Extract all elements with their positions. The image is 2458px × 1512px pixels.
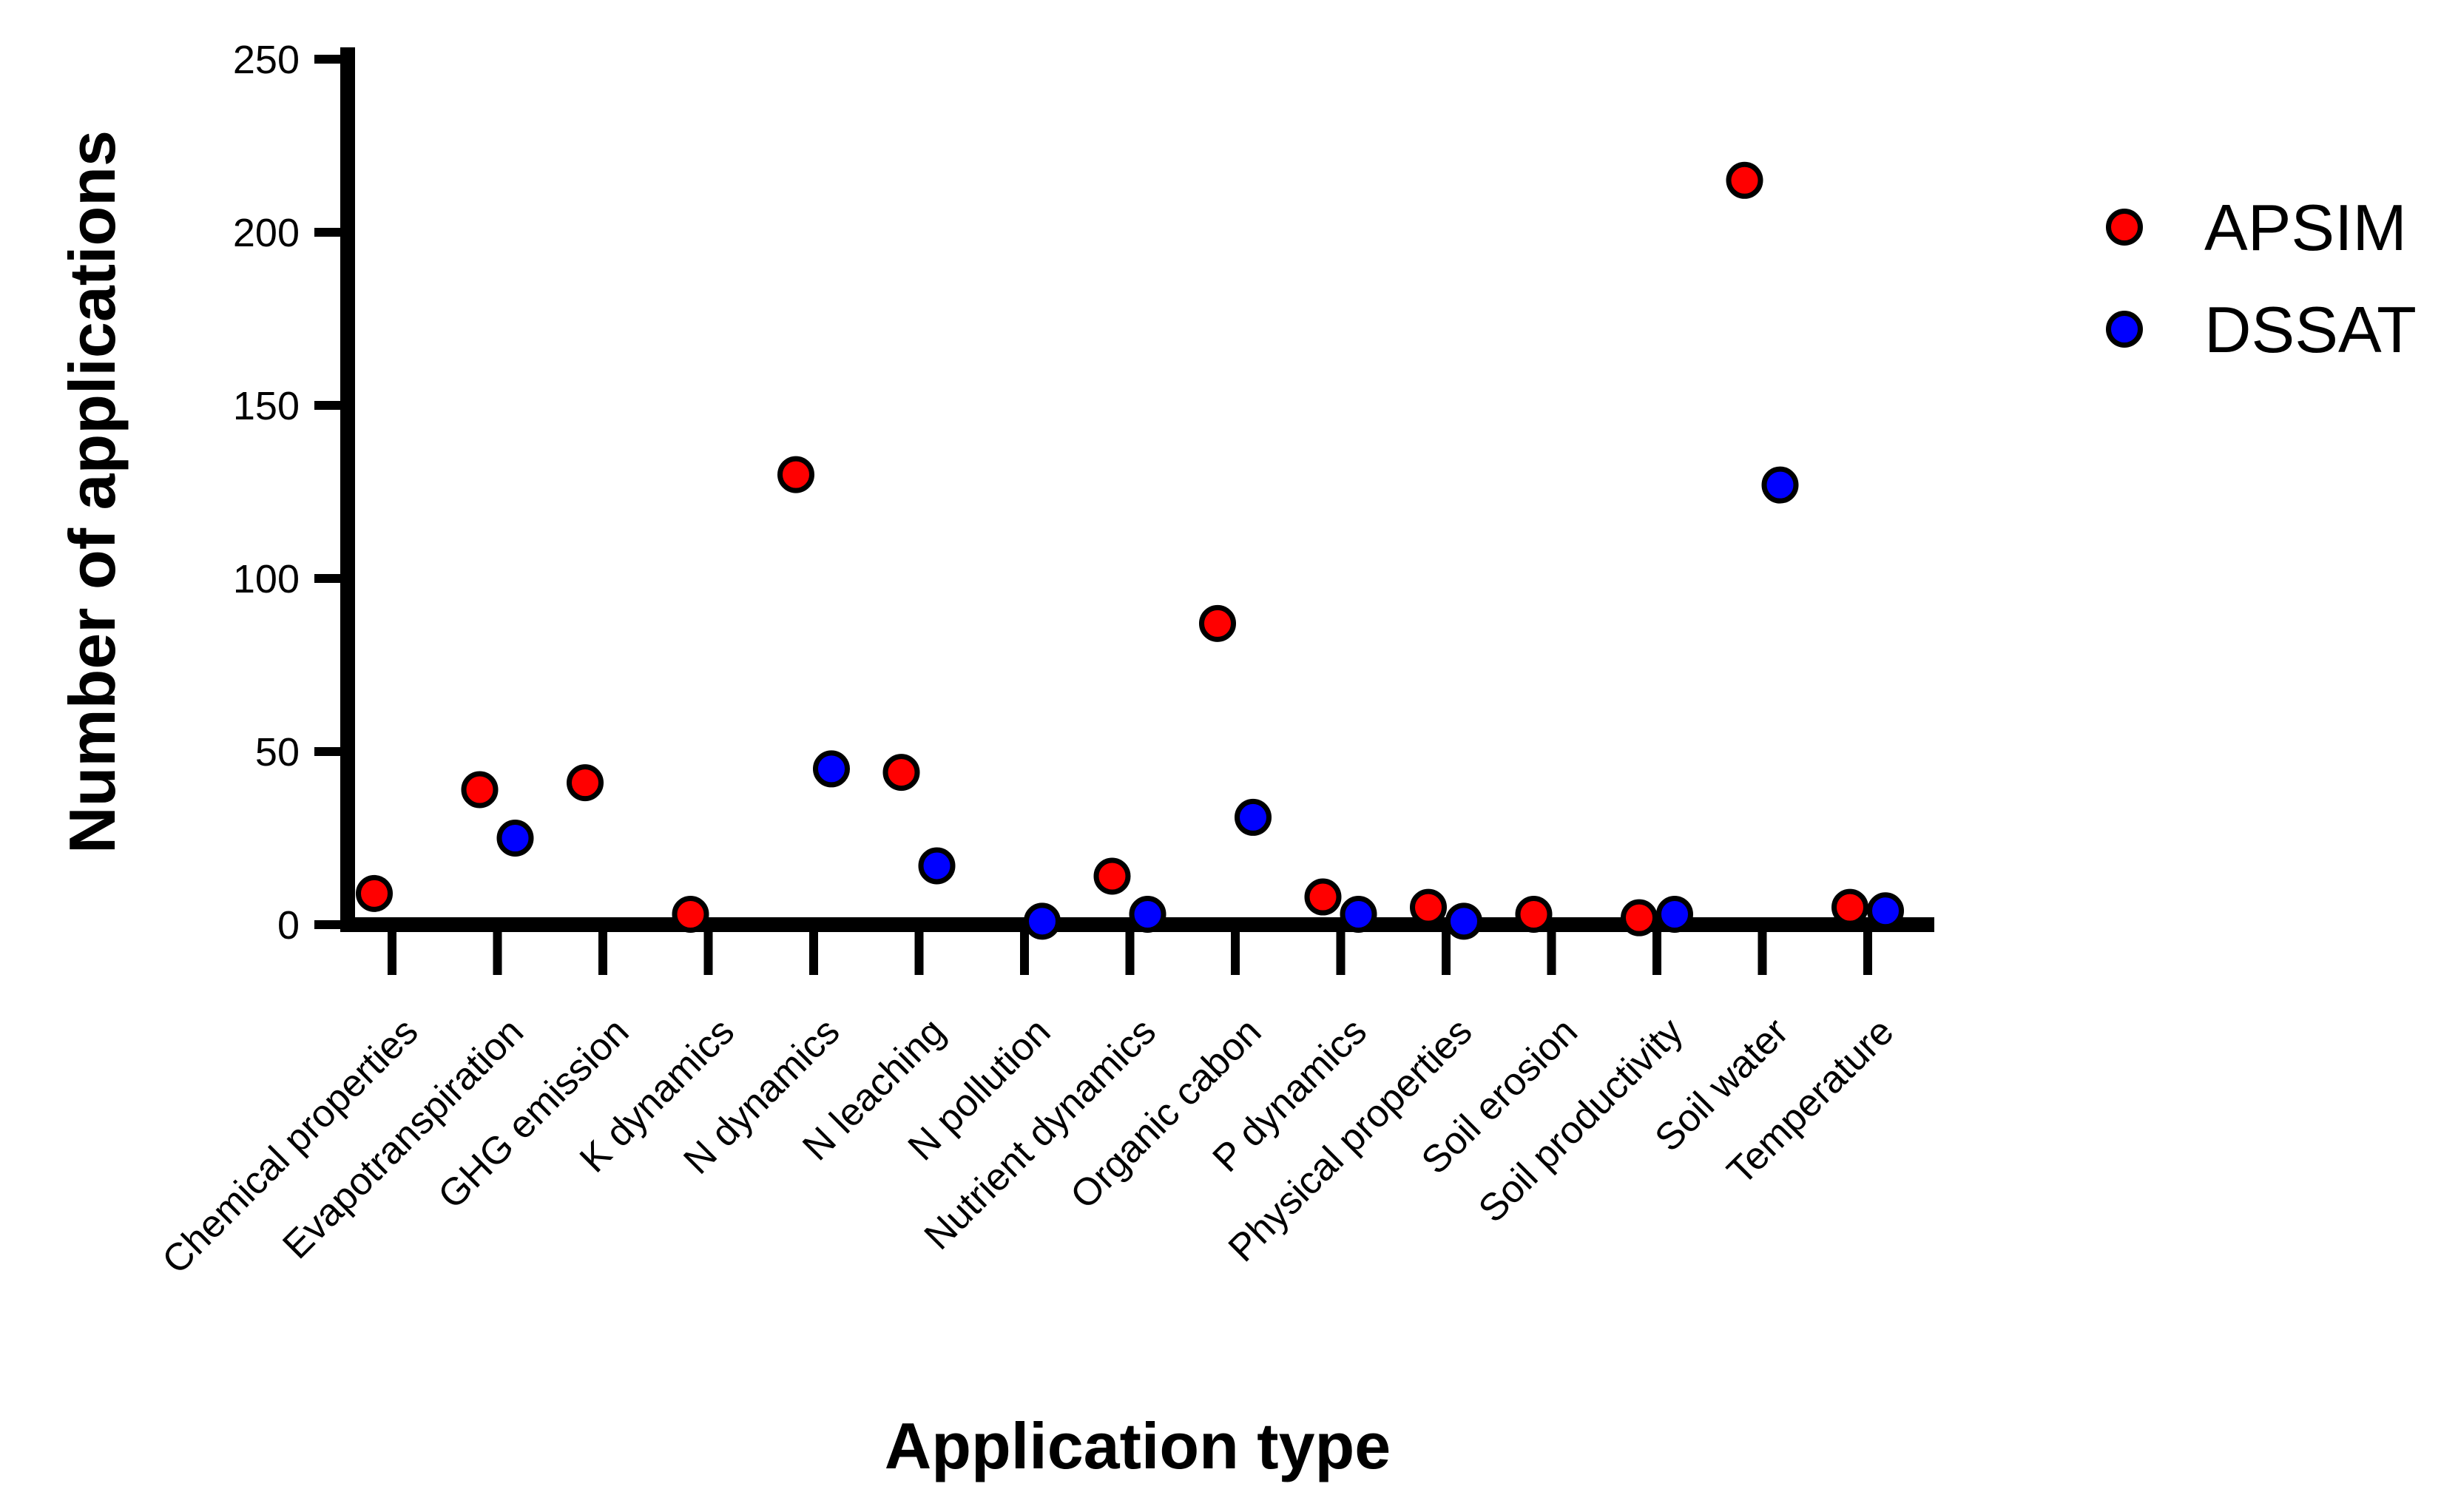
data-point-apsim-9 [1304,878,1342,916]
data-point-apsim-11 [1515,895,1553,933]
data-point-apsim-12 [1621,899,1658,936]
legend-marker-dssat-icon [2106,311,2143,348]
data-point-dssat-10 [1445,902,1482,940]
y-axis-title: Number of applications [55,130,129,854]
data-point-apsim-2 [567,764,604,802]
y-axis-ticks: 0 50 100 150 200 250 [233,38,340,948]
data-point-dssat-4 [813,750,850,788]
data-point-apsim-8 [1199,604,1236,642]
x-axis-ticks: Chemical propertiesEvapotranspirationGHG… [154,932,1902,1282]
y-tick-label: 200 [233,211,300,255]
legend-label-dssat: DSSAT [2204,293,2417,366]
data-point-dssat-1 [496,820,534,857]
legend-marker-apsim-icon [2106,209,2143,246]
y-tick-label: 150 [233,384,300,428]
data-point-dssat-8 [1235,798,1272,836]
x-category-label: GHG emission [430,1010,637,1217]
data-point-dssat-13 [1761,466,1799,504]
data-point-apsim-13 [1726,161,1763,199]
data-point-apsim-10 [1410,888,1447,926]
data-point-apsim-4 [777,456,814,493]
y-tick-label: 100 [233,557,300,601]
y-tick-label: 250 [233,38,300,82]
data-point-apsim-0 [356,874,393,912]
data-point-dssat-9 [1340,895,1377,933]
data-point-dssat-12 [1656,895,1693,933]
data-points [356,161,1904,940]
legend: APSIM DSSAT [2106,191,2417,366]
data-point-apsim-1 [461,771,499,809]
data-point-dssat-5 [918,847,956,885]
data-point-dssat-14 [1867,892,1904,930]
data-point-dssat-6 [1024,902,1061,940]
data-point-apsim-7 [1093,857,1131,895]
data-point-apsim-3 [672,895,709,933]
y-tick-label: 0 [277,903,300,948]
data-point-dssat-7 [1129,895,1166,933]
x-category-label: Organic cabon [1062,1010,1269,1217]
data-point-apsim-5 [882,754,920,792]
legend-label-apsim: APSIM [2204,191,2407,264]
x-axis-title: Application type [885,1409,1391,1482]
y-tick-label: 50 [255,730,300,774]
data-point-apsim-14 [1831,888,1868,926]
